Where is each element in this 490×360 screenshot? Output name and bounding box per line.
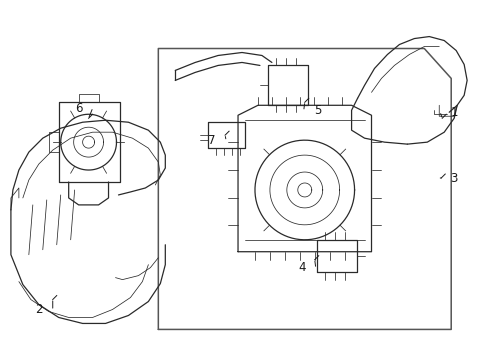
Text: 5: 5	[314, 104, 321, 117]
Text: 1: 1	[450, 106, 458, 119]
Text: 3: 3	[450, 171, 458, 185]
Text: 4: 4	[298, 261, 306, 274]
Text: 7: 7	[208, 134, 216, 147]
Text: 2: 2	[35, 303, 43, 316]
Text: 6: 6	[75, 102, 82, 115]
